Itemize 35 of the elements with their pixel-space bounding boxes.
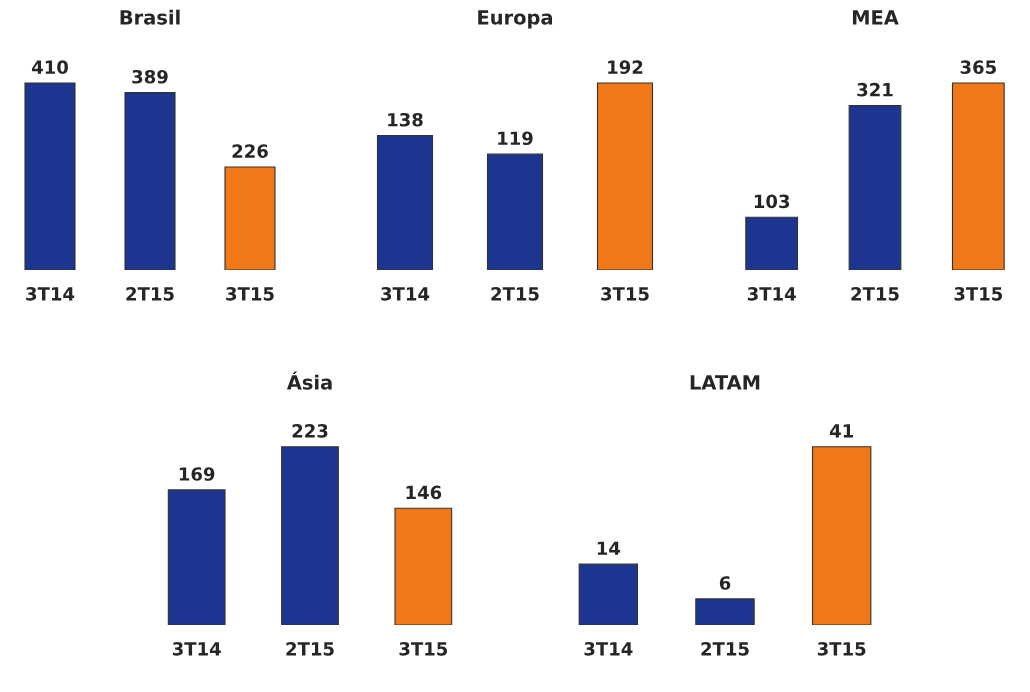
data-label: 410 bbox=[31, 60, 68, 74]
chart-title: MEA bbox=[852, 10, 899, 25]
x-tick-label: 3T14 bbox=[26, 286, 75, 301]
data-label: 103 bbox=[754, 194, 790, 209]
x-tick-label: 2T15 bbox=[286, 641, 334, 656]
x-tick-label: 3T15 bbox=[601, 286, 649, 301]
data-label: 146 bbox=[406, 485, 442, 500]
chart-title: Europa bbox=[478, 10, 553, 29]
x-tick-label: 2T15 bbox=[851, 286, 899, 301]
x-tick-label: 3T15 bbox=[817, 641, 866, 656]
data-label: 389 bbox=[132, 69, 168, 84]
x-tick-label: 3T14 bbox=[381, 286, 430, 301]
data-label: 223 bbox=[292, 424, 328, 438]
data-label: 6 bbox=[719, 576, 731, 590]
x-tick-label: 3T14 bbox=[172, 641, 221, 656]
x-tick-label: 3T15 bbox=[399, 641, 448, 656]
x-tick-label: 3T15 bbox=[954, 286, 1003, 301]
x-tick-label: 3T14 bbox=[747, 286, 796, 301]
data-label: 226 bbox=[232, 144, 268, 158]
data-label: 169 bbox=[179, 467, 215, 481]
data-label: 365 bbox=[960, 60, 996, 74]
x-tick-label: 3T14 bbox=[584, 641, 633, 656]
x-tick-label: 3T15 bbox=[226, 286, 274, 301]
data-label: 192 bbox=[608, 60, 643, 74]
x-tick-label: 2T15 bbox=[126, 286, 174, 301]
data-label: 119 bbox=[498, 131, 533, 146]
data-label: 14 bbox=[597, 541, 621, 555]
chart-title: LATAM bbox=[690, 375, 760, 390]
chart-title: Ásia bbox=[286, 371, 332, 390]
data-label: 41 bbox=[829, 424, 853, 438]
x-tick-label: 2T15 bbox=[701, 641, 749, 656]
chart-title: Brasil bbox=[120, 9, 180, 25]
x-tick-label: 2T15 bbox=[491, 286, 539, 301]
data-label: 321 bbox=[857, 82, 893, 97]
data-label: 138 bbox=[388, 112, 423, 127]
